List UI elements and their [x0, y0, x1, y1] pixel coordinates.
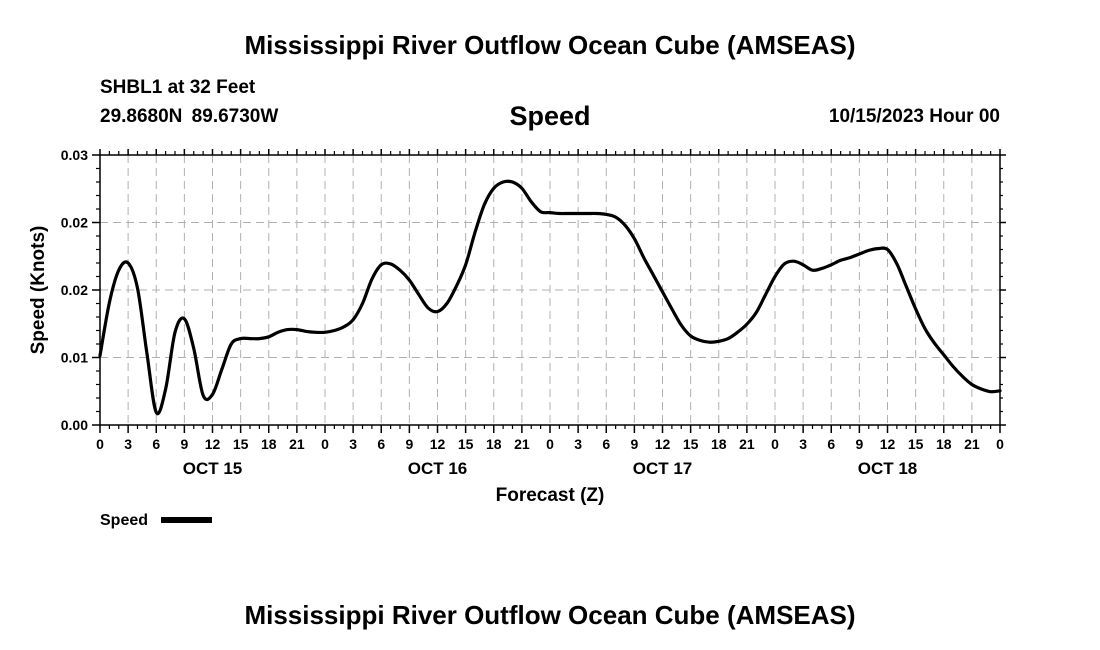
y-tick-label: 0.02 — [61, 282, 88, 298]
x-tick-label: 3 — [349, 436, 357, 452]
x-tick-label: 18 — [711, 436, 727, 452]
variable-title: Speed — [509, 101, 591, 131]
y-axis-label: Speed (Knots) — [28, 226, 49, 355]
x-tick-label: 15 — [458, 436, 474, 452]
x-tick-label: 6 — [377, 436, 385, 452]
speed-series-line — [98, 179, 1002, 416]
x-tick-label: 6 — [602, 436, 610, 452]
x-tick-label: 0 — [546, 436, 554, 452]
day-label: OCT 15 — [183, 459, 243, 478]
plot-frame — [99, 154, 1001, 426]
chart-title: Mississippi River Outflow Ocean Cube (AM… — [244, 30, 856, 60]
y-tick-label: 0.03 — [61, 147, 88, 163]
grid-lines — [100, 155, 1000, 425]
y-tick-label: 0.00 — [61, 417, 88, 433]
day-label: OCT 18 — [858, 459, 918, 478]
x-tick-label: 15 — [233, 436, 249, 452]
x-tick-label: 18 — [936, 436, 952, 452]
x-tick-label: 0 — [996, 436, 1004, 452]
x-tick-label: 9 — [180, 436, 188, 452]
x-tick-label: 3 — [124, 436, 132, 452]
x-tick-label: 9 — [405, 436, 413, 452]
y-tick-labels: 0.00 0.01 0.02 0.02 0.03 — [61, 147, 88, 433]
x-tick-label: 3 — [799, 436, 807, 452]
day-label: OCT 17 — [633, 459, 693, 478]
coordinates-label: 29.8680N 89.6730W — [100, 106, 279, 127]
x-tick-label: 12 — [430, 436, 446, 452]
x-tick-label: 21 — [289, 436, 305, 452]
x-tick-labels: 0 3 6 9 12 15 18 21 0 3 6 9 12 15 18 21 0 3 6 9 12 15 18 21 0 3 6 9… — [96, 436, 1004, 452]
x-tick-label: 12 — [880, 436, 896, 452]
x-tick-label: 21 — [739, 436, 755, 452]
footer-title: Mississippi River Outflow Ocean Cube (AM… — [244, 600, 856, 630]
x-tick-label: 0 — [321, 436, 329, 452]
x-tick-label: 18 — [486, 436, 502, 452]
day-label: OCT 16 — [408, 459, 468, 478]
x-tick-label: 15 — [908, 436, 924, 452]
x-tick-label: 9 — [630, 436, 638, 452]
x-axis-label: Forecast (Z) — [496, 485, 605, 506]
x-tick-label: 6 — [827, 436, 835, 452]
x-tick-label: 15 — [683, 436, 699, 452]
x-tick-label: 12 — [205, 436, 221, 452]
axis-ticks — [92, 149, 1006, 433]
x-tick-label: 21 — [964, 436, 980, 452]
day-labels: OCT 15 OCT 16 OCT 17 OCT 18 — [183, 459, 918, 478]
y-tick-label: 0.01 — [61, 350, 88, 366]
x-tick-label: 21 — [514, 436, 530, 452]
legend-label: Speed — [100, 512, 148, 529]
x-tick-label: 3 — [574, 436, 582, 452]
x-tick-label: 9 — [855, 436, 863, 452]
y-tick-label: 0.02 — [61, 215, 88, 231]
x-tick-label: 6 — [152, 436, 160, 452]
x-tick-label: 12 — [655, 436, 671, 452]
x-tick-label: 18 — [261, 436, 277, 452]
station-label: SHBL1 at 32 Feet — [100, 77, 256, 98]
date-label: 10/15/2023 Hour 00 — [828, 106, 1000, 127]
x-tick-label: 0 — [96, 436, 104, 452]
x-tick-label: 0 — [771, 436, 779, 452]
